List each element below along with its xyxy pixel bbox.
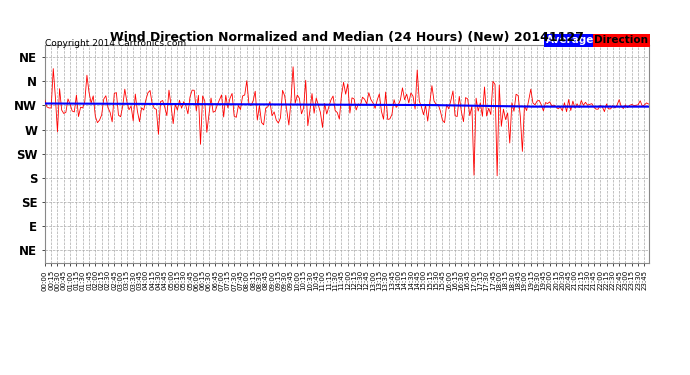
Title: Wind Direction Normalized and Median (24 Hours) (New) 20141127: Wind Direction Normalized and Median (24… xyxy=(110,31,584,44)
Text: Direction: Direction xyxy=(594,35,649,45)
Text: Copyright 2014 Cartronics.com: Copyright 2014 Cartronics.com xyxy=(45,39,186,48)
Text: Average: Average xyxy=(546,35,594,45)
